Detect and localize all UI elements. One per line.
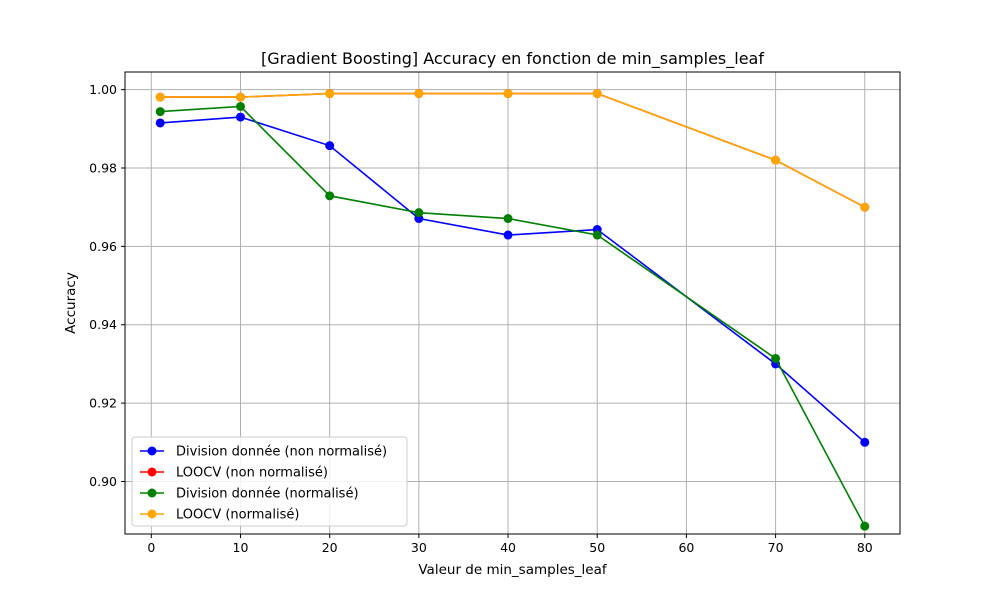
grid — [125, 72, 900, 534]
data-point — [235, 101, 245, 111]
x-tick-label: 10 — [233, 540, 249, 555]
data-point — [414, 89, 424, 99]
plot-frame — [124, 71, 901, 535]
legend-label: Division donnée (non normalisé) — [176, 445, 387, 460]
x-tick-label: 40 — [500, 540, 516, 555]
series-3 — [155, 101, 870, 531]
legend-item: LOOCV (non normalisé) — [140, 466, 328, 481]
data-point — [503, 89, 513, 99]
data-point — [771, 155, 781, 165]
data-point — [503, 214, 513, 224]
legend-label: LOOCV (normalisé) — [176, 508, 299, 523]
data-point — [860, 521, 870, 531]
series-lines — [155, 89, 870, 531]
y-tick-label: 0.98 — [89, 161, 117, 176]
legend-marker — [147, 446, 157, 456]
axis-ticks: 0 10 20 30 40 50 60 70 80 0.90 0.92 0.94 0.96 0.98 1.0… — [89, 82, 873, 555]
data-point — [414, 208, 424, 218]
data-point — [325, 141, 335, 151]
data-point — [860, 202, 870, 212]
x-tick-label: 80 — [857, 540, 873, 555]
y-axis-label: Accuracy — [63, 272, 79, 334]
legend-item: LOOCV (normalisé) — [140, 508, 299, 523]
data-point — [503, 230, 513, 240]
x-tick-label: 30 — [411, 540, 427, 555]
data-point — [325, 191, 335, 201]
data-point — [592, 230, 602, 240]
legend-label: Division donnée (normalisé) — [176, 487, 359, 502]
data-point — [771, 353, 781, 363]
series-4 — [155, 89, 870, 212]
data-point — [155, 107, 165, 117]
data-point — [235, 92, 245, 102]
data-point — [325, 89, 335, 99]
y-tick-label: 0.94 — [89, 317, 117, 332]
x-tick-label: 50 — [589, 540, 605, 555]
chart-title: [Gradient Boosting] Accuracy en fonction… — [261, 49, 764, 69]
data-point — [155, 118, 165, 128]
data-point — [235, 112, 245, 122]
legend-marker — [147, 488, 157, 498]
data-point — [592, 89, 602, 99]
legend: Division donnée (non normalisé) LOOCV (no… — [131, 436, 408, 527]
x-tick-label: 70 — [768, 540, 784, 555]
legend-label: LOOCV (non normalisé) — [176, 466, 328, 481]
x-axis-label: Valeur de min_samples_leaf — [418, 562, 607, 578]
legend-item: Division donnée (normalisé) — [140, 487, 359, 502]
y-tick-label: 1.00 — [89, 82, 117, 97]
x-tick-label: 20 — [322, 540, 338, 555]
x-tick-label: 0 — [147, 540, 155, 555]
y-tick-label: 0.96 — [89, 239, 117, 254]
legend-item: Division donnée (non normalisé) — [140, 445, 387, 460]
y-tick-label: 0.90 — [89, 474, 117, 489]
y-tick-label: 0.92 — [89, 396, 117, 411]
x-tick-label: 60 — [678, 540, 694, 555]
series-line — [160, 105, 866, 527]
legend-box — [131, 436, 408, 527]
legend-marker — [147, 509, 157, 519]
series-line — [160, 92, 866, 208]
legend-marker — [147, 467, 157, 477]
data-point — [155, 92, 165, 102]
data-point — [860, 437, 870, 447]
